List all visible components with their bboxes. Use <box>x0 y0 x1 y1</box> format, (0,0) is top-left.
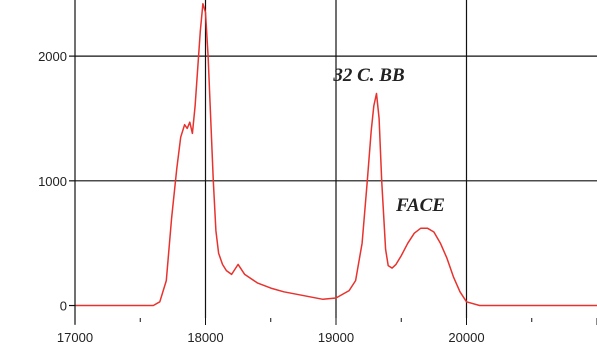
ytick-label: 0 <box>60 299 67 314</box>
axes <box>69 0 597 325</box>
grid <box>75 0 597 318</box>
labels: 0 1000 2000 17000 18000 19000 20000 32 C. BB FAC… <box>38 49 485 345</box>
xtick-label: 17000 <box>57 330 93 345</box>
xtick-label: 18000 <box>187 330 223 345</box>
ytick-label: 1000 <box>38 174 67 189</box>
annotation-label: 32 C. BB <box>332 65 404 86</box>
xtick-label: 20000 <box>448 330 484 345</box>
annotation-label: FACE <box>395 195 445 216</box>
xtick-label: 19000 <box>318 330 354 345</box>
plot-area <box>75 2 597 307</box>
series-line-0 <box>75 2 597 307</box>
ytick-label: 2000 <box>38 49 67 64</box>
